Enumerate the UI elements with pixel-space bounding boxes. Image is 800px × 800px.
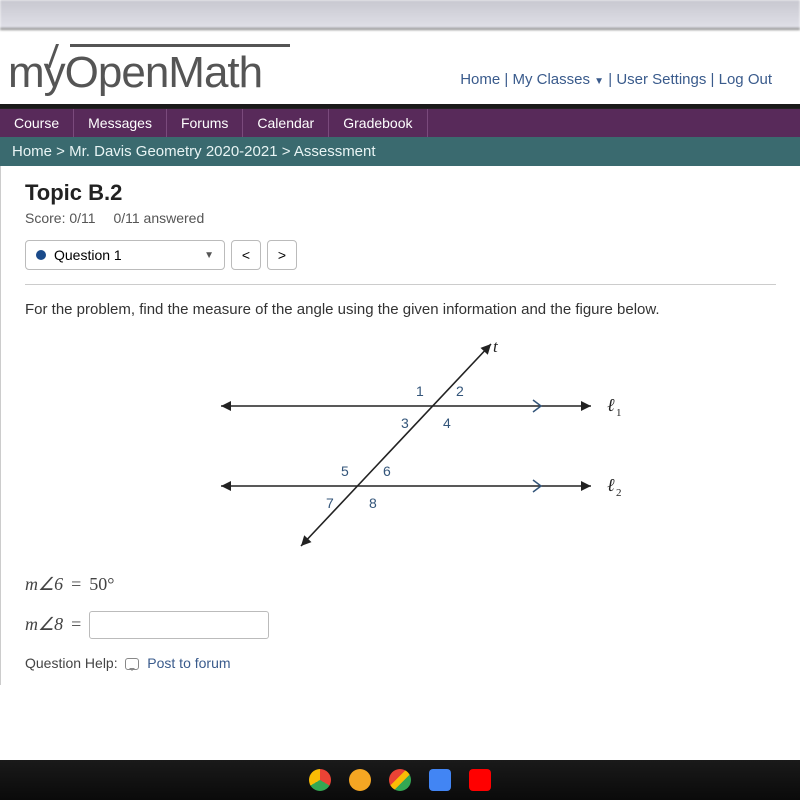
svg-text:t: t [493,337,499,356]
docs-icon[interactable] [429,769,451,791]
tab-course[interactable]: Course [0,109,74,137]
svg-text:1: 1 [616,407,622,419]
prev-question-button[interactable]: < [231,240,261,270]
crumb-page: Assessment [294,143,376,160]
score-line: Score: 0/11 0/11 answered [25,210,776,226]
svg-text:ℓ: ℓ [607,395,615,415]
chrome-icon[interactable] [309,769,331,791]
svg-text:2: 2 [456,383,464,399]
question-controls: Question 1 ▼ < > [25,240,776,270]
caret-down-icon: ▼ [204,250,214,261]
link-home[interactable]: Home [460,71,500,88]
answered-value: 0/11 answered [113,210,204,226]
chevron-left-icon: < [242,247,250,263]
svg-text:ℓ: ℓ [607,475,615,495]
chevron-right-icon: > [278,247,286,263]
link-user-settings[interactable]: User Settings [616,71,706,88]
content-area: Topic B.2 Score: 0/11 0/11 answered Ques… [0,166,800,685]
app-icon[interactable] [349,769,371,791]
geometry-figure: ℓ1ℓ2t12345678 [171,336,631,556]
svg-text:1: 1 [416,383,424,399]
breadcrumb: Home > Mr. Davis Geometry 2020-2021 > As… [0,137,800,166]
problem-prompt: For the problem, find the measure of the… [25,299,776,322]
find-equation: m∠8 = [25,611,776,639]
score-value: Score: 0/11 [25,210,96,226]
given-equation: m∠6 = 50° [25,574,776,595]
topic-title: Topic B.2 [25,180,776,206]
caret-down-icon: ▼ [594,76,604,87]
radical-overline-icon [70,44,290,56]
help-label: Question Help: [25,655,118,671]
tab-forums[interactable]: Forums [167,109,243,137]
site-logo: myOpenMath [8,40,262,98]
question-selector[interactable]: Question 1 ▼ [25,240,225,270]
svg-text:5: 5 [341,463,349,479]
top-links: Home | My Classes ▼ | User Settings | Lo… [262,51,792,88]
tab-messages[interactable]: Messages [74,109,167,137]
crumb-course[interactable]: Mr. Davis Geometry 2020-2021 [69,143,277,160]
given-lhs: m∠6 [25,574,63,595]
divider [25,284,776,285]
svg-text:3: 3 [401,415,409,431]
question-label: Question 1 [54,247,122,263]
youtube-icon[interactable] [469,769,491,791]
gmail-icon[interactable] [389,769,411,791]
separator: | [711,71,719,88]
tab-gradebook[interactable]: Gradebook [329,109,427,137]
find-lhs: m∠8 [25,614,63,635]
forum-icon [125,658,139,670]
svg-text:6: 6 [383,463,391,479]
post-to-forum-link[interactable]: Post to forum [147,655,230,671]
svg-text:7: 7 [326,495,334,511]
svg-text:4: 4 [443,415,451,431]
header: myOpenMath Home | My Classes ▼ | User Se… [0,30,800,108]
link-my-classes[interactable]: My Classes ▼ [512,71,608,88]
browser-chrome-blur [0,0,800,30]
os-taskbar [0,760,800,800]
equals-sign: = [71,574,81,595]
given-rhs: 50° [89,574,114,595]
svg-text:2: 2 [616,487,622,499]
status-dot-icon [36,250,46,260]
svg-text:8: 8 [369,495,377,511]
answer-input[interactable] [89,611,269,639]
link-log-out[interactable]: Log Out [719,71,772,88]
next-question-button[interactable]: > [267,240,297,270]
equals-sign: = [71,614,81,635]
main-tabs: Course Messages Forums Calendar Gradeboo… [0,108,800,137]
question-help: Question Help: Post to forum [25,655,776,671]
crumb-home[interactable]: Home [12,143,52,160]
tab-calendar[interactable]: Calendar [243,109,329,137]
